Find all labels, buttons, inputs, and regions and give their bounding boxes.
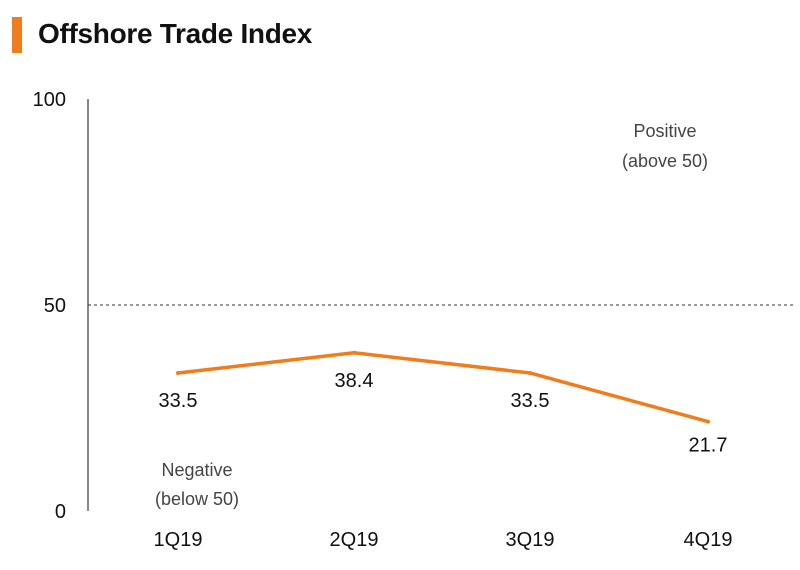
y-tick-label: 0 <box>55 501 66 523</box>
chart-title: Offshore Trade Index <box>38 18 313 49</box>
x-tick-label: 3Q19 <box>506 529 555 551</box>
data-point-4Q19 <box>706 419 710 424</box>
title-accent-bar <box>12 17 22 53</box>
x-tick-label: 2Q19 <box>330 529 379 551</box>
negative-annotation-line-2: (below 50) <box>155 489 239 509</box>
data-point-2Q19 <box>352 350 356 355</box>
positive-annotation-line-1: Positive <box>633 121 696 141</box>
x-tick-label: 1Q19 <box>154 529 203 551</box>
data-label-3Q19: 33.5 <box>511 390 550 412</box>
negative-annotation-line-1: Negative <box>161 460 232 480</box>
data-label-1Q19: 33.5 <box>159 390 198 412</box>
annotations: Positive (above 50) Negative (below 50) <box>155 121 708 509</box>
data-label-4Q19: 21.7 <box>689 435 728 457</box>
data-labels: 33.5 38.4 33.5 21.7 <box>159 370 728 457</box>
data-label-2Q19: 38.4 <box>335 370 374 392</box>
series <box>176 350 710 424</box>
y-tick-label: 100 <box>33 89 66 111</box>
x-tick-label: 4Q19 <box>684 529 733 551</box>
positive-annotation-line-2: (above 50) <box>622 151 708 171</box>
series-line <box>176 351 710 424</box>
axes: 0 50 100 1Q19 2Q19 3Q19 4Q19 <box>33 89 795 551</box>
y-tick-label: 50 <box>44 295 66 317</box>
data-point-1Q19 <box>176 370 180 375</box>
data-point-3Q19 <box>528 370 532 375</box>
